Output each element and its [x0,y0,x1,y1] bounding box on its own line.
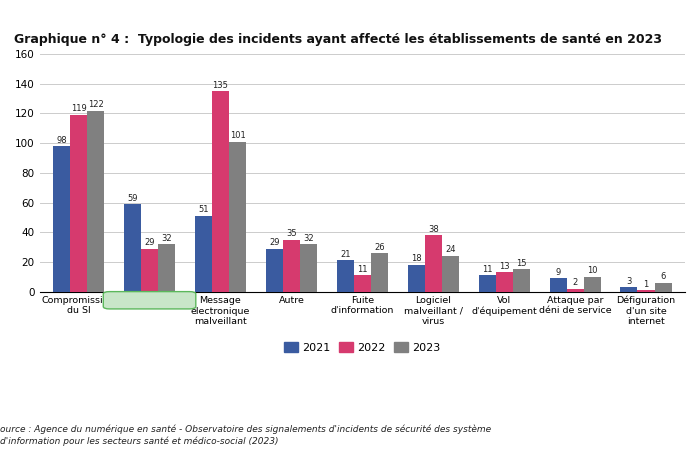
Bar [53,146,70,292]
Text: 119: 119 [71,104,87,113]
Bar [212,91,229,292]
Text: 11: 11 [482,265,492,274]
Bar [371,253,388,292]
Text: 21: 21 [340,250,351,259]
Bar [141,248,158,292]
Bar [550,278,566,292]
Text: 24: 24 [445,246,456,255]
Bar [566,288,584,292]
Bar [512,270,530,292]
Legend: 2021, 2022, 2023: 2021, 2022, 2023 [280,338,444,357]
Text: 10: 10 [587,266,597,275]
Bar [300,244,317,292]
Text: 135: 135 [213,81,228,90]
Bar [337,261,354,292]
Bar [195,216,212,292]
Bar [124,204,141,292]
Bar [638,290,655,292]
Text: 122: 122 [88,100,104,109]
Text: 51: 51 [198,205,209,214]
Text: 18: 18 [411,254,421,263]
FancyBboxPatch shape [104,292,196,309]
Bar [354,275,371,292]
Text: 13: 13 [499,262,510,271]
Text: 26: 26 [374,243,384,252]
Text: 32: 32 [161,234,172,243]
Bar [266,248,283,292]
Bar [283,240,300,292]
Bar [620,287,638,292]
Bar [425,235,442,292]
Bar [584,277,601,292]
Bar [479,275,496,292]
Bar [654,283,671,292]
Text: 11: 11 [357,265,368,274]
Text: ource : Agence du numérique en santé - Observatoire des signalements d'incidents: ource : Agence du numérique en santé - O… [0,425,491,446]
Bar [87,111,104,292]
Text: 59: 59 [127,194,138,202]
Bar [442,256,458,292]
Text: 1: 1 [643,279,649,288]
Bar [70,115,87,292]
Text: 29: 29 [144,238,155,247]
Text: 35: 35 [286,229,297,238]
Text: 32: 32 [303,234,314,243]
Text: 2: 2 [573,278,577,287]
Text: 38: 38 [428,225,439,234]
Text: 98: 98 [56,135,67,144]
Bar [158,244,175,292]
Text: 6: 6 [660,272,666,281]
Text: 3: 3 [626,277,631,286]
Text: Graphique n° 4 :  Typologie des incidents ayant affecté les établissements de sa: Graphique n° 4 : Typologie des incidents… [14,33,662,46]
Bar [496,272,512,292]
Text: 101: 101 [230,131,246,140]
Text: 9: 9 [555,268,561,277]
Text: 15: 15 [516,259,526,268]
Text: 29: 29 [269,238,279,247]
Bar [407,265,425,292]
Bar [229,142,246,292]
